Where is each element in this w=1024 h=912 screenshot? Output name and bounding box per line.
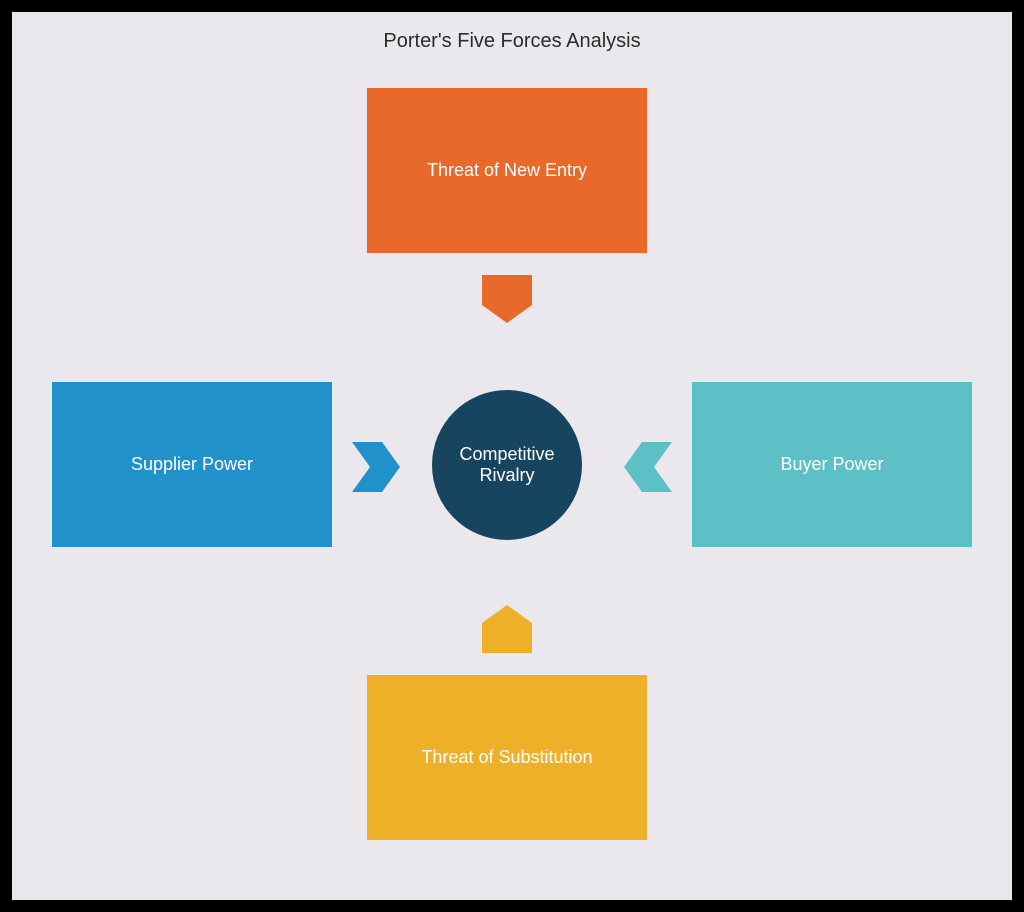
chevron-left-icon [624,442,672,492]
chevron-right-icon [352,442,400,492]
center-circle: Competitive Rivalry [432,390,582,540]
chevron-up-icon [482,605,532,653]
chevron-down-icon [482,275,532,323]
force-label-top: Threat of New Entry [427,160,587,181]
diagram-canvas: Porter's Five Forces Analysis Threat of … [12,12,1012,900]
force-box-left: Supplier Power [52,382,332,547]
force-label-bottom: Threat of Substitution [421,747,592,768]
force-box-top: Threat of New Entry [367,88,647,253]
force-box-right: Buyer Power [692,382,972,547]
force-box-bottom: Threat of Substitution [367,675,647,840]
diagram-title: Porter's Five Forces Analysis [383,30,640,53]
center-label: Competitive Rivalry [442,444,572,486]
force-label-left: Supplier Power [131,454,253,475]
force-label-right: Buyer Power [780,454,883,475]
